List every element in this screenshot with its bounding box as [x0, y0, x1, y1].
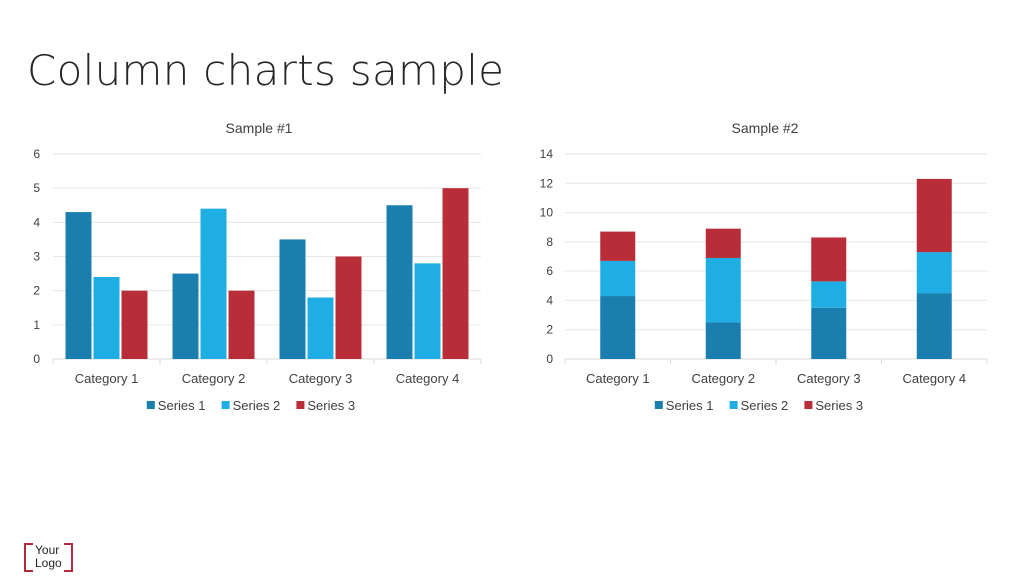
category-label-category-1: Category 1 [586, 371, 650, 386]
bar-series-2-category-1 [93, 277, 120, 359]
chart-sample-1: Sample #1 0 1 2 3 4 5 6 Category 1 Category 2 Cate… [33, 120, 482, 413]
category-label-category-2: Category 2 [182, 371, 246, 386]
bar-series-2-category-1 [600, 260, 636, 297]
bar-series-3-category-4 [916, 178, 952, 253]
y-tick-label: 2 [546, 323, 553, 337]
bar-series-3-category-1 [121, 290, 148, 359]
bar-series-1-category-3 [811, 307, 847, 359]
y-tick-label: 4 [33, 215, 40, 229]
bar-series-1-category-1 [600, 296, 636, 359]
y-tick-label: 5 [33, 181, 40, 195]
y-tick-label: 0 [33, 352, 40, 366]
bar-series-2-category-2 [200, 208, 227, 359]
y-tick-label: 2 [33, 284, 40, 298]
y-tick-label: 14 [540, 147, 554, 161]
bar-series-3-category-2 [705, 228, 741, 258]
legend-label-series-3: Series 3 [815, 398, 863, 413]
category-label-category-2: Category 2 [691, 371, 755, 386]
category-label-category-1: Category 1 [75, 371, 139, 386]
bar-series-2-category-3 [811, 281, 847, 308]
bar-series-1-category-4 [916, 293, 952, 359]
category-label-category-4: Category 4 [902, 371, 966, 386]
legend-label-series-2: Series 2 [233, 398, 281, 413]
y-tick-label: 10 [540, 206, 554, 220]
bar-series-2-category-4 [414, 263, 441, 359]
logo-text-your: Your [35, 543, 60, 557]
legend-swatch-series-3 [296, 401, 305, 409]
logo-text-logo: Logo [35, 556, 62, 570]
bar-series-1-category-3 [279, 239, 306, 359]
page-title: Column charts sample [27, 46, 505, 95]
your-logo: Your Logo [24, 543, 73, 572]
y-tick-label: 6 [546, 264, 553, 278]
legend-swatch-series-3 [804, 401, 813, 409]
category-label-category-3: Category 3 [289, 371, 353, 386]
bar-series-2-category-2 [705, 257, 741, 323]
bar-series-1-category-2 [172, 273, 199, 359]
y-tick-label: 3 [33, 250, 40, 264]
chart-title: Sample #2 [732, 120, 799, 136]
bar-series-2-category-3 [307, 297, 334, 359]
bar-series-1-category-4 [386, 205, 413, 359]
y-tick-label: 4 [546, 293, 553, 307]
legend-swatch-series-2 [221, 401, 230, 409]
bar-series-1-category-1 [65, 212, 92, 359]
chart-sample-2: Sample #2 0 2 4 6 8 10 12 14 Category 1 Category 2… [540, 120, 988, 413]
logo-bracket-left [24, 543, 33, 572]
legend-swatch-series-1 [146, 401, 155, 409]
category-label-category-4: Category 4 [396, 371, 460, 386]
bar-series-1-category-2 [705, 322, 741, 359]
category-label-category-3: Category 3 [797, 371, 861, 386]
legend-label-series-1: Series 1 [666, 398, 714, 413]
y-tick-label: 12 [540, 176, 554, 190]
y-tick-label: 8 [546, 235, 553, 249]
y-tick-label: 6 [33, 147, 40, 161]
y-tick-label: 1 [33, 318, 40, 332]
y-tick-label: 0 [546, 352, 553, 366]
bar-series-3-category-3 [335, 256, 362, 359]
logo-bracket-right [64, 543, 73, 572]
bar-series-3-category-4 [442, 188, 469, 359]
bar-series-2-category-4 [916, 252, 952, 294]
legend-label-series-2: Series 2 [741, 398, 789, 413]
bar-series-3-category-2 [228, 290, 255, 359]
legend-swatch-series-2 [729, 401, 738, 409]
legend-label-series-1: Series 1 [158, 398, 206, 413]
bar-series-3-category-3 [811, 237, 847, 282]
legend-swatch-series-1 [654, 401, 663, 409]
bar-series-3-category-1 [600, 231, 636, 261]
chart-title: Sample #1 [226, 120, 293, 136]
legend-label-series-3: Series 3 [307, 398, 355, 413]
